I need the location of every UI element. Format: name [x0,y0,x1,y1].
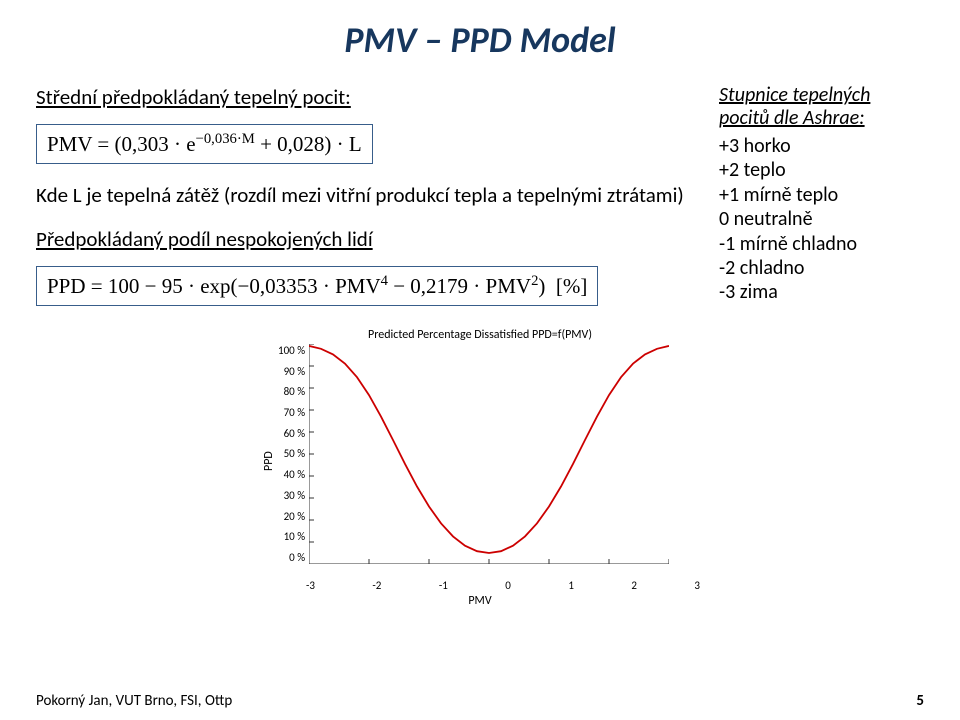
ytick-label: 20 % [284,510,306,523]
chart-ylabel: PPD [260,344,278,579]
ytick-label: 70 % [284,406,306,419]
xtick-label: 1 [568,579,574,592]
ytick-label: 0 % [289,551,305,564]
ytick-label: 50 % [284,447,306,460]
chart-xticks: -3 -2 -1 0 1 2 3 [306,579,700,592]
chart-xlabel: PMV [260,594,700,608]
scale-item: 0 neutralně [719,207,924,231]
section-ppd-heading: Předpokládaný podíl nespokojených lidí [36,226,691,252]
chart-plot-area [309,344,700,564]
formula-pmv: PMV = (0,303 · e−0,036·M + 0,028) · L [36,124,373,164]
chart-svg [309,344,669,564]
chart-yticks: 100 % 90 % 80 % 70 % 60 % 50 % 40 % 30 % 20 % 10 … [278,344,309,564]
section-pmv-heading: Střední předpokládaný tepelný pocit: [36,84,691,110]
xtick-label: 3 [694,579,700,592]
ppd-chart: Predicted Percentage Dissatisfied PPD=f(… [260,328,700,598]
footer-author: Pokorný Jan, VUT Brno, FSI, Ottp [36,692,232,710]
footer: Pokorný Jan, VUT Brno, FSI, Ottp 5 [36,692,924,710]
ytick-label: 80 % [284,385,306,398]
pmv-note: Kde L je tepelná zátěž (rozdíl mezi vitř… [36,182,691,208]
page-number: 5 [916,692,924,710]
main-content: Střední předpokládaný tepelný pocit: PMV… [36,84,924,320]
xtick-label: 0 [505,579,511,592]
scale-item: -3 zima [719,280,924,304]
formula-ppd: PPD = 100 − 95 · exp(−0,03353 · PMV4 − 0… [36,266,598,306]
chart-title: Predicted Percentage Dissatisfied PPD=f(… [260,328,700,342]
scale-item: +2 teplo [719,158,924,182]
ytick-label: 40 % [284,468,306,481]
scale-list: +3 horko+2 teplo+1 mírně teplo 0 neutral… [719,134,924,305]
scale-item: -1 mírně chladno [719,232,924,256]
scale-item: +1 mírně teplo [719,183,924,207]
ytick-label: 30 % [284,489,306,502]
ppd-curve [309,346,669,553]
ytick-label: 60 % [284,427,306,440]
ytick-label: 90 % [284,365,306,378]
scale-item: -2 chladno [719,256,924,280]
scale-heading: Stupnice tepelných pocitů dle Ashrae: [719,84,924,130]
ytick-label: 10 % [284,530,306,543]
xtick-label: -1 [439,579,448,592]
xtick-label: -2 [372,579,381,592]
right-column: Stupnice tepelných pocitů dle Ashrae: +3… [719,84,924,320]
xtick-label: -3 [306,579,315,592]
ytick-label: 100 % [278,344,305,357]
page-title: PMV – PPD Model [36,18,924,62]
scale-item: +3 horko [719,134,924,158]
xtick-label: 2 [631,579,637,592]
left-column: Střední předpokládaný tepelný pocit: PMV… [36,84,691,320]
